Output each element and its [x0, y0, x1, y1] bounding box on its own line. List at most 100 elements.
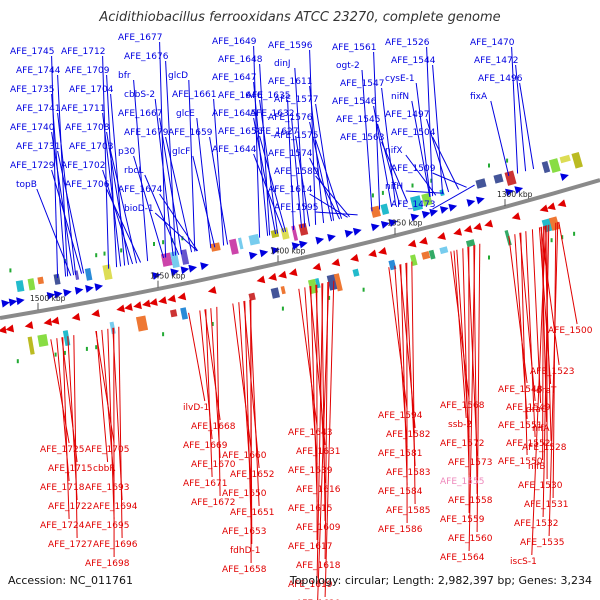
- forward-leader-line: [159, 117, 183, 255]
- reverse-gene-label: AFE_1560: [448, 534, 493, 544]
- forward-gene-label: dinJ: [274, 59, 291, 69]
- forward-leader-line: [51, 169, 83, 274]
- reverse-leader-line: [542, 224, 550, 518]
- reverse-gene-label: AFE_1586: [378, 525, 423, 535]
- feature-block-inner-59: [548, 216, 560, 231]
- reverse-gene-arrow-52: [484, 219, 494, 228]
- reverse-leader-line: [95, 330, 109, 463]
- forward-gene-label: AFE_1574: [268, 149, 313, 159]
- scale-label: 1400 kbp: [270, 246, 306, 255]
- reverse-leader-line: [107, 328, 115, 520]
- forward-leader-line: [209, 136, 229, 245]
- feature-block-outer-31: [291, 225, 299, 241]
- reverse-gene-label: nifB: [528, 462, 546, 472]
- feature-block-outer-6: [53, 273, 61, 285]
- forward-gene-label: AFE_1635: [246, 91, 290, 101]
- reverse-leader-line: [548, 222, 559, 537]
- forward-gene-label: AFE_1735: [10, 85, 54, 95]
- feature-block-inner-45: [421, 251, 431, 260]
- forward-gene-arrow-19: [170, 268, 180, 277]
- forward-gene-arrow-1: [8, 298, 18, 307]
- reverse-gene-arrow-8: [71, 312, 81, 321]
- reverse-gene-label: AFE_1693: [85, 483, 129, 493]
- reverse-gene-label: AFE_1669: [183, 441, 228, 451]
- forward-gene-arrow-60: [560, 173, 569, 182]
- forward-gene-arrow-40: [370, 223, 380, 232]
- marker-inner-10: [95, 345, 98, 350]
- forward-gene-label: AFE_1744: [16, 66, 61, 76]
- marker-outer-17: [153, 242, 155, 246]
- reverse-gene-label: AFE_1531: [524, 500, 568, 510]
- forward-gene-label: AFE_1614: [268, 185, 313, 195]
- marker-inner-23: [211, 322, 214, 326]
- forward-leader-line: [511, 46, 519, 174]
- reverse-gene-arrow-17: [149, 298, 158, 306]
- forward-leader-line: [51, 131, 75, 276]
- accession-text: Accession: NC_011761: [8, 574, 134, 587]
- feature-block-inner-27: [248, 292, 256, 301]
- reverse-gene-label: AFE_1582: [386, 430, 430, 440]
- reverse-gene-label: AFE_1672: [191, 498, 235, 508]
- marker-inner-35: [328, 295, 331, 300]
- reverse-gene-label: iscS-1: [510, 557, 537, 567]
- forward-leader-line: [295, 135, 311, 227]
- forward-gene-label: nifX: [385, 146, 403, 156]
- reverse-gene-label: AFE_1609: [296, 523, 341, 533]
- forward-leader-line: [405, 154, 437, 196]
- forward-leader-line: [259, 63, 271, 236]
- marker-inner-7: [63, 350, 66, 355]
- forward-gene-arrow-20: [180, 266, 190, 275]
- forward-gene-arrow-37: [344, 229, 354, 238]
- feature-block-outer-11: [102, 264, 113, 281]
- reverse-gene-label: AFE_1639: [288, 466, 333, 476]
- forward-leader-line: [432, 184, 475, 210]
- feature-block-outer-41: [380, 203, 390, 215]
- reverse-gene-label: AFE_1653: [222, 527, 266, 537]
- reverse-gene-label: AFE_1572: [440, 439, 484, 449]
- feature-block-outer-26: [237, 237, 244, 250]
- marker-inner-60: [561, 235, 564, 240]
- forward-gene-label: AFE_1708: [65, 123, 110, 133]
- forward-gene-arrow-42: [388, 219, 398, 227]
- reverse-leader-line: [316, 283, 324, 579]
- feature-block-outer-44: [410, 195, 423, 212]
- feature-block-inner-50: [465, 239, 476, 248]
- forward-leader-line: [426, 46, 434, 197]
- forward-gene-arrow-55: [514, 186, 524, 194]
- forward-gene-label: AFE_1674: [118, 185, 163, 195]
- feature-block-outer-19: [170, 251, 180, 269]
- marker-outer-13: [120, 248, 123, 253]
- reverse-gene-arrow-59: [546, 202, 556, 211]
- forward-leader-line: [51, 93, 67, 277]
- forward-gene-label: AFE_1703: [69, 142, 113, 152]
- feature-block-outer-27: [248, 233, 260, 246]
- reverse-leader-line: [462, 248, 470, 476]
- forward-gene-label: AFE_1627: [254, 127, 298, 137]
- reverse-leader-line: [544, 225, 552, 442]
- forward-gene-arrow-35: [327, 234, 336, 242]
- forward-gene-arrow-8: [74, 286, 84, 295]
- reverse-gene-label: AFE_1718: [40, 483, 85, 493]
- reverse-gene-label: AFE_1650: [222, 489, 267, 499]
- feature-block-outer-9: [84, 267, 93, 281]
- forward-leader-line: [432, 64, 444, 194]
- feature-block-inner-7: [62, 330, 71, 346]
- reverse-gene-label: AFE_1658: [222, 565, 267, 575]
- reverse-gene-arrow-18: [158, 296, 167, 305]
- forward-gene-label: fixA: [470, 92, 488, 102]
- reverse-gene-label: AFE_1558: [448, 496, 493, 506]
- reverse-gene-label: AFE_1705: [85, 445, 129, 455]
- forward-leader-line: [192, 155, 216, 248]
- reverse-gene-label: AFE_1583: [386, 468, 430, 478]
- reverse-gene-arrow-13: [116, 304, 125, 313]
- forward-gene-label: nifN: [391, 92, 409, 102]
- forward-gene-label: AFE_1645: [212, 109, 256, 119]
- feature-block-outer-53: [493, 173, 504, 184]
- map-title: Acidithiobacillus ferrooxidans ATCC 2327…: [99, 10, 501, 25]
- reverse-gene-label: AFE_1725: [40, 445, 84, 455]
- forward-gene-label: AFE_1648: [218, 55, 263, 65]
- marker-outer-1: [9, 268, 12, 273]
- reverse-leader-line: [405, 262, 416, 467]
- feature-block-inner-3: [27, 336, 35, 355]
- forward-leader-line: [515, 64, 527, 172]
